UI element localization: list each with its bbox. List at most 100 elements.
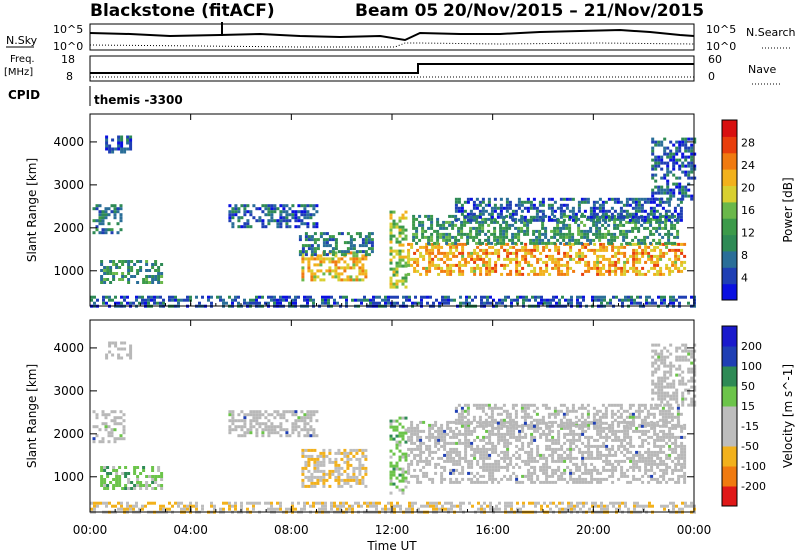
scatter-cell: [346, 266, 350, 270]
scatter-cell: [336, 301, 339, 305]
scatter-cell: [518, 447, 522, 451]
scatter-cell: [484, 238, 488, 242]
scatter-cell: [441, 298, 444, 302]
scatter-cell: [494, 248, 498, 252]
scatter-cell: [301, 454, 305, 458]
scatter-cell: [130, 266, 134, 269]
scatter-cell: [572, 432, 576, 436]
scatter-cell: [98, 204, 102, 208]
scatter-cell: [548, 420, 552, 424]
scatter-cell: [404, 431, 408, 435]
scatter-cell: [410, 435, 414, 439]
scatter-cell: [307, 484, 311, 488]
scatter-cell: [463, 220, 467, 224]
scatter-cell: [671, 471, 675, 475]
scatter-cell: [548, 432, 552, 436]
scatter-cell: [680, 260, 684, 264]
scatter-cell: [577, 200, 581, 204]
scatter-cell: [331, 253, 335, 257]
scatter-cell: [675, 298, 678, 302]
scatter-cell: [473, 248, 477, 252]
scatter-cell: [112, 466, 116, 469]
scatter-cell: [673, 223, 677, 227]
scatter-cell: [526, 206, 530, 210]
scatter-cell: [443, 468, 447, 472]
scatter-cell: [690, 361, 694, 365]
scatter-cell: [625, 197, 629, 201]
scatter-cell: [358, 232, 362, 236]
scatter-cell: [659, 435, 663, 439]
scatter-cell: [461, 254, 465, 258]
scatter-cell: [389, 279, 393, 283]
scatter-cell: [346, 472, 350, 476]
scatter-cell: [452, 429, 456, 433]
scatter-cell: [443, 438, 447, 442]
scatter-cell: [270, 216, 274, 220]
scatter-cell: [100, 278, 104, 281]
scatter-cell: [623, 254, 627, 258]
scatter-cell: [684, 149, 688, 153]
scatter-cell: [148, 269, 152, 272]
scatter-cell: [646, 215, 650, 219]
scatter-cell: [104, 216, 108, 220]
scatter-cell: [669, 364, 673, 368]
scatter-cell: [529, 415, 533, 419]
scatter-cell: [598, 206, 602, 210]
scatter-cell: [458, 441, 462, 445]
scatter-cell: [664, 421, 668, 425]
scatter-cell: [171, 298, 174, 302]
scatter-cell: [647, 450, 651, 454]
scatter-cell: [484, 203, 488, 207]
scatter-cell: [436, 232, 440, 236]
scatter-cell: [151, 266, 155, 269]
scatter-cell: [291, 210, 295, 214]
scatter-cell: [319, 278, 323, 282]
scatter-cell: [392, 482, 396, 486]
scatter-cell: [307, 460, 311, 464]
scatter-cell: [687, 173, 691, 177]
scatter-cell: [502, 206, 506, 210]
scatter-cell: [690, 370, 694, 374]
scatter-cell: [92, 410, 96, 414]
scatter-cell: [647, 456, 651, 460]
scatter-cell: [103, 478, 107, 481]
scatter-cell: [413, 447, 417, 451]
scatter-cell: [557, 465, 561, 469]
scatter-cell: [632, 242, 636, 246]
scatter-cell: [666, 394, 670, 398]
scatter-cell: [446, 266, 450, 270]
scatter-cell: [145, 481, 149, 484]
scatter-cell: [100, 263, 104, 266]
scatter-cell: [404, 255, 408, 259]
scatter-cell: [651, 146, 655, 150]
scatter-cell: [595, 424, 599, 428]
scatter-cell: [449, 468, 453, 472]
scatter-cell: [542, 453, 546, 457]
scatter-cell: [201, 295, 204, 299]
scatter-cell: [563, 242, 567, 246]
scatter-cell: [457, 238, 461, 242]
scatter-cell: [345, 298, 348, 302]
scatter-cell: [506, 432, 510, 436]
scatter-cell: [524, 257, 528, 261]
scatter-cell: [569, 426, 573, 430]
scatter-cell: [539, 465, 543, 469]
scatter-cell: [491, 474, 495, 478]
scatter-cell: [524, 450, 528, 454]
scatter-cell: [690, 176, 694, 180]
freq-tick-top: 18: [61, 53, 75, 66]
scatter-cell: [431, 263, 435, 267]
scatter-cell: [186, 507, 189, 511]
scatter-cell: [306, 295, 309, 299]
scatter-cell: [491, 471, 495, 475]
scatter-cell: [557, 269, 561, 273]
scatter-cell: [506, 456, 510, 460]
scatter-cell: [628, 241, 632, 245]
scatter-cell: [494, 462, 498, 466]
scatter-cell: [358, 278, 362, 282]
scatter-cell: [162, 504, 165, 508]
scatter-cell: [183, 507, 186, 511]
scatter-cell: [607, 232, 611, 236]
scatter-cell: [473, 266, 477, 270]
scatter-cell: [488, 456, 492, 460]
